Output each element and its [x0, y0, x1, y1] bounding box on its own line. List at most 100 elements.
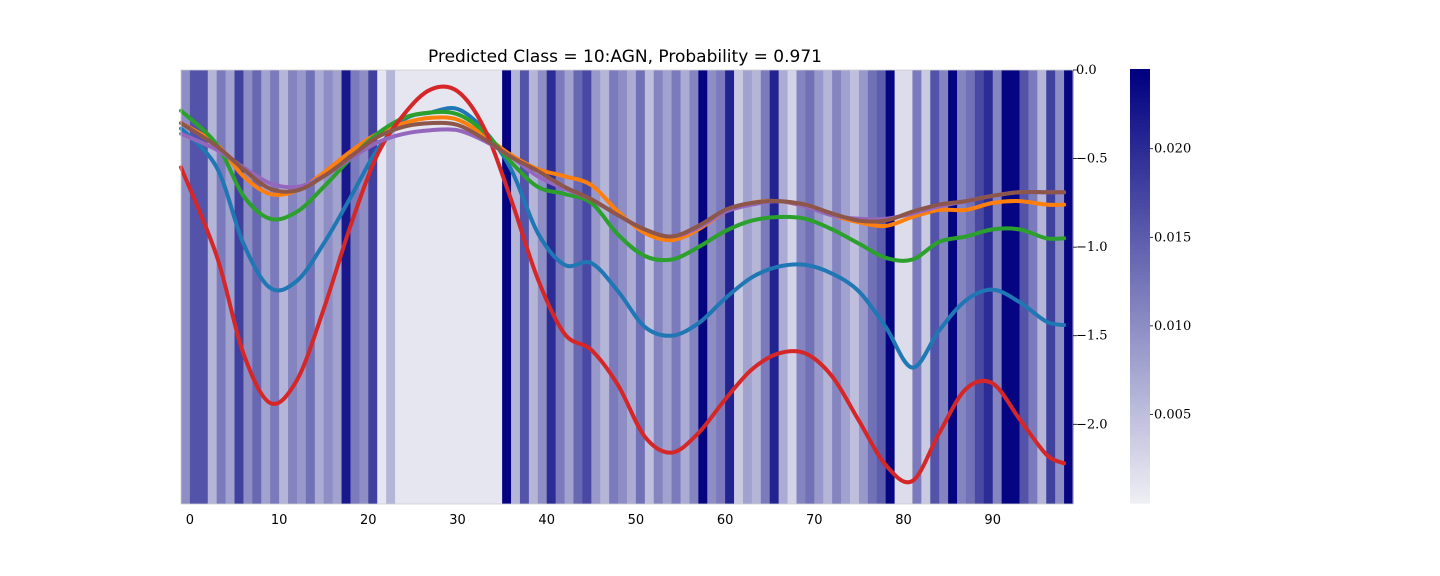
colorbar-segment: [1130, 452, 1150, 457]
colorbar-segment: [1130, 427, 1150, 432]
colorbar-segment: [1130, 166, 1150, 171]
heatmap-column: [564, 70, 575, 504]
heatmap-column: [305, 70, 316, 504]
colorbar-segment: [1130, 293, 1150, 298]
heatmap-column: [814, 70, 824, 504]
colorbar-segment: [1130, 235, 1150, 240]
colorbar-segment: [1130, 484, 1150, 490]
heatmap-column: [386, 70, 396, 504]
colorbar-segment: [1130, 419, 1150, 425]
colorbar-segment: [1130, 264, 1150, 269]
colorbar-segment: [1130, 188, 1150, 193]
colorbar-segment: [1130, 275, 1150, 280]
colorbar-segment: [1130, 130, 1150, 135]
heatmap-column: [716, 70, 726, 504]
colorbar-segment: [1130, 271, 1150, 276]
colorbar-segment: [1130, 361, 1150, 367]
colorbar-segment: [1130, 231, 1150, 236]
x-tick-label: 70: [806, 513, 823, 528]
heatmap-column: [341, 70, 352, 504]
colorbar-segment: [1130, 289, 1150, 294]
colorbar-tick-label: 0.010: [1154, 319, 1191, 334]
colorbar-segment: [1130, 177, 1150, 182]
heatmap-column: [511, 70, 521, 504]
colorbar-segment: [1130, 408, 1150, 414]
x-tick-label: 90: [984, 513, 1001, 528]
colorbar-segment: [1130, 300, 1150, 305]
heatmap-column: [725, 70, 735, 504]
colorbar-segment: [1130, 257, 1150, 262]
colorbar-segment: [1130, 333, 1150, 338]
heatmap-column: [528, 70, 539, 504]
x-tick-label: 10: [271, 513, 288, 528]
colorbar-segment: [1130, 94, 1150, 99]
heatmap-column: [1064, 70, 1074, 504]
colorbar-segment: [1130, 97, 1150, 103]
colorbar-segment: [1130, 387, 1150, 392]
heatmap-column: [261, 70, 271, 504]
heatmap-column: [225, 70, 236, 504]
heatmap-column: [466, 70, 476, 504]
heatmap-column: [207, 70, 218, 504]
colorbar-segment: [1130, 87, 1150, 92]
heatmap-column: [484, 70, 494, 504]
heatmap-column: [1001, 70, 1012, 504]
heatmap-column: [841, 70, 851, 504]
colorbar-segment: [1130, 249, 1150, 255]
colorbar-segment: [1130, 238, 1150, 244]
heatmap-column: [707, 70, 717, 504]
colorbar-segment: [1130, 191, 1150, 197]
colorbar-segment: [1130, 376, 1150, 381]
colorbar-segment: [1130, 307, 1150, 312]
colorbar-tick-label: 0.020: [1154, 142, 1191, 157]
colorbar-segment: [1130, 470, 1150, 475]
heatmap-column: [618, 70, 628, 504]
x-tick-label: 60: [717, 513, 734, 528]
colorbar-segment: [1130, 134, 1150, 139]
colorbar-segment: [1130, 72, 1150, 77]
colorbar-segment: [1130, 159, 1150, 164]
heatmap-column: [778, 70, 789, 504]
colorbar-segment: [1130, 224, 1150, 229]
colorbar-segment: [1130, 217, 1150, 222]
heatmap-column: [832, 70, 842, 504]
heatmap-column: [448, 70, 459, 504]
x-tick-label: 0: [186, 513, 194, 528]
colorbar-segment: [1130, 369, 1150, 374]
heatmap-column: [181, 70, 191, 504]
heatmap-column: [1055, 70, 1065, 504]
colorbar-segment: [1130, 253, 1150, 258]
heatmap-column: [983, 70, 994, 504]
colorbar-segment: [1130, 246, 1150, 251]
colorbar-segment: [1130, 412, 1150, 417]
heatmap-column: [1010, 70, 1021, 504]
colorbar-segment: [1130, 267, 1150, 273]
colorbar-segment: [1130, 126, 1150, 132]
colorbar-segment: [1130, 358, 1150, 363]
heatmap-column: [930, 70, 940, 504]
colorbar-segment: [1130, 322, 1150, 327]
heatmap-column: [368, 70, 378, 504]
heatmap-column: [591, 70, 601, 504]
colorbar-segment: [1130, 340, 1150, 345]
colorbar-segment: [1130, 90, 1150, 95]
colorbar-segment: [1130, 79, 1150, 85]
series-line-3: [179, 108, 1067, 263]
colorbar-segment: [1130, 499, 1150, 504]
heatmap-column: [323, 70, 334, 504]
heatmap-column: [404, 70, 414, 504]
heatmap-column: [903, 70, 914, 504]
colorbar-segment: [1130, 119, 1150, 124]
colorbar-segment: [1130, 181, 1150, 186]
heatmap-column: [270, 70, 280, 504]
colorbar-segment: [1130, 163, 1150, 168]
heatmap-column: [992, 70, 1003, 504]
colorbar-segment: [1130, 474, 1150, 479]
heatmap-column: [573, 70, 583, 504]
colorbar-segment: [1130, 83, 1150, 88]
colorbar-segment: [1130, 220, 1150, 226]
heatmap-column: [493, 70, 503, 504]
colorbar-segment: [1130, 278, 1150, 283]
colorbar-segment: [1130, 144, 1150, 150]
heatmap-column: [1037, 70, 1047, 504]
